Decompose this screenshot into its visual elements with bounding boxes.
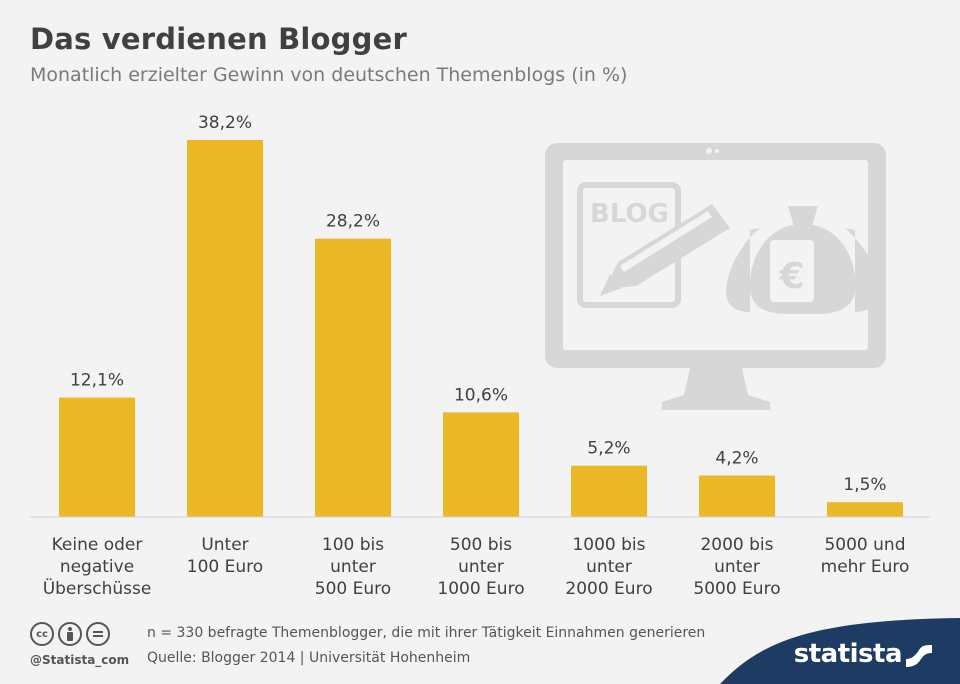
labels-group: 12,1% Keine oder negative Überschüsse 38,2% U… (43, 113, 910, 599)
brand-background (720, 618, 960, 684)
license-icons: cc (30, 622, 110, 646)
source-text: Quelle: Blogger 2014 | Universität Hohen… (147, 650, 471, 666)
bar-chart: BLOG € 12,1% Keine oder negative Überschüss… (30, 113, 930, 599)
footer: cc @Statista_com n = 330 befragte Themen… (0, 612, 960, 684)
value-label-0: 12,1% (70, 371, 124, 391)
bar-2 (315, 238, 391, 517)
category-label-6: 5000 und mehr Euro (821, 535, 910, 577)
value-label-5: 4,2% (715, 449, 758, 469)
attribution-icon[interactable] (58, 622, 82, 646)
chart-subtitle: Monatlich erzielter Gewinn von deutschen… (30, 64, 628, 86)
euro-symbol: € (778, 256, 804, 297)
sample-note: n = 330 befragte Themenblogger, die mit … (147, 625, 706, 641)
category-label-1: Unter 100 Euro (187, 535, 263, 577)
money-bag-icon: € (725, 206, 878, 314)
category-label-2: 100 bis unter 500 Euro (315, 535, 391, 599)
monitor-stand-icon (662, 368, 770, 410)
value-label-1: 38,2% (198, 113, 252, 133)
value-label-2: 28,2% (326, 212, 380, 232)
category-label-4: 1000 bis unter 2000 Euro (565, 535, 652, 599)
blog-text: BLOG (590, 199, 669, 229)
category-label-5: 2000 bis unter 5000 Euro (693, 535, 780, 599)
value-label-3: 10,6% (454, 385, 508, 405)
value-label-4: 5,2% (587, 439, 630, 459)
bar-4 (571, 465, 647, 517)
statista-logo-icon (906, 645, 932, 667)
statista-handle[interactable]: @Statista_com (30, 653, 130, 667)
camera-dot-icon (706, 148, 712, 154)
value-label-6: 1,5% (843, 475, 886, 495)
pencil-icon (600, 204, 730, 296)
monitor-illustration: BLOG € (545, 143, 886, 410)
category-label-0: Keine oder negative Überschüsse (43, 535, 152, 599)
bar-3 (443, 412, 519, 517)
camera-dot-icon (715, 149, 719, 153)
bar-5 (699, 475, 775, 517)
chart-title: Das verdienen Blogger (30, 22, 407, 56)
bars-group (59, 140, 903, 517)
bar-6 (827, 502, 903, 517)
category-label-3: 500 bis unter 1000 Euro (437, 535, 524, 599)
no-derivatives-icon[interactable] (86, 622, 110, 646)
bar-1 (187, 140, 263, 517)
creative-commons-icon[interactable]: cc (30, 622, 54, 646)
bar-0 (59, 397, 135, 517)
statista-logo-text[interactable]: statista (793, 639, 903, 669)
